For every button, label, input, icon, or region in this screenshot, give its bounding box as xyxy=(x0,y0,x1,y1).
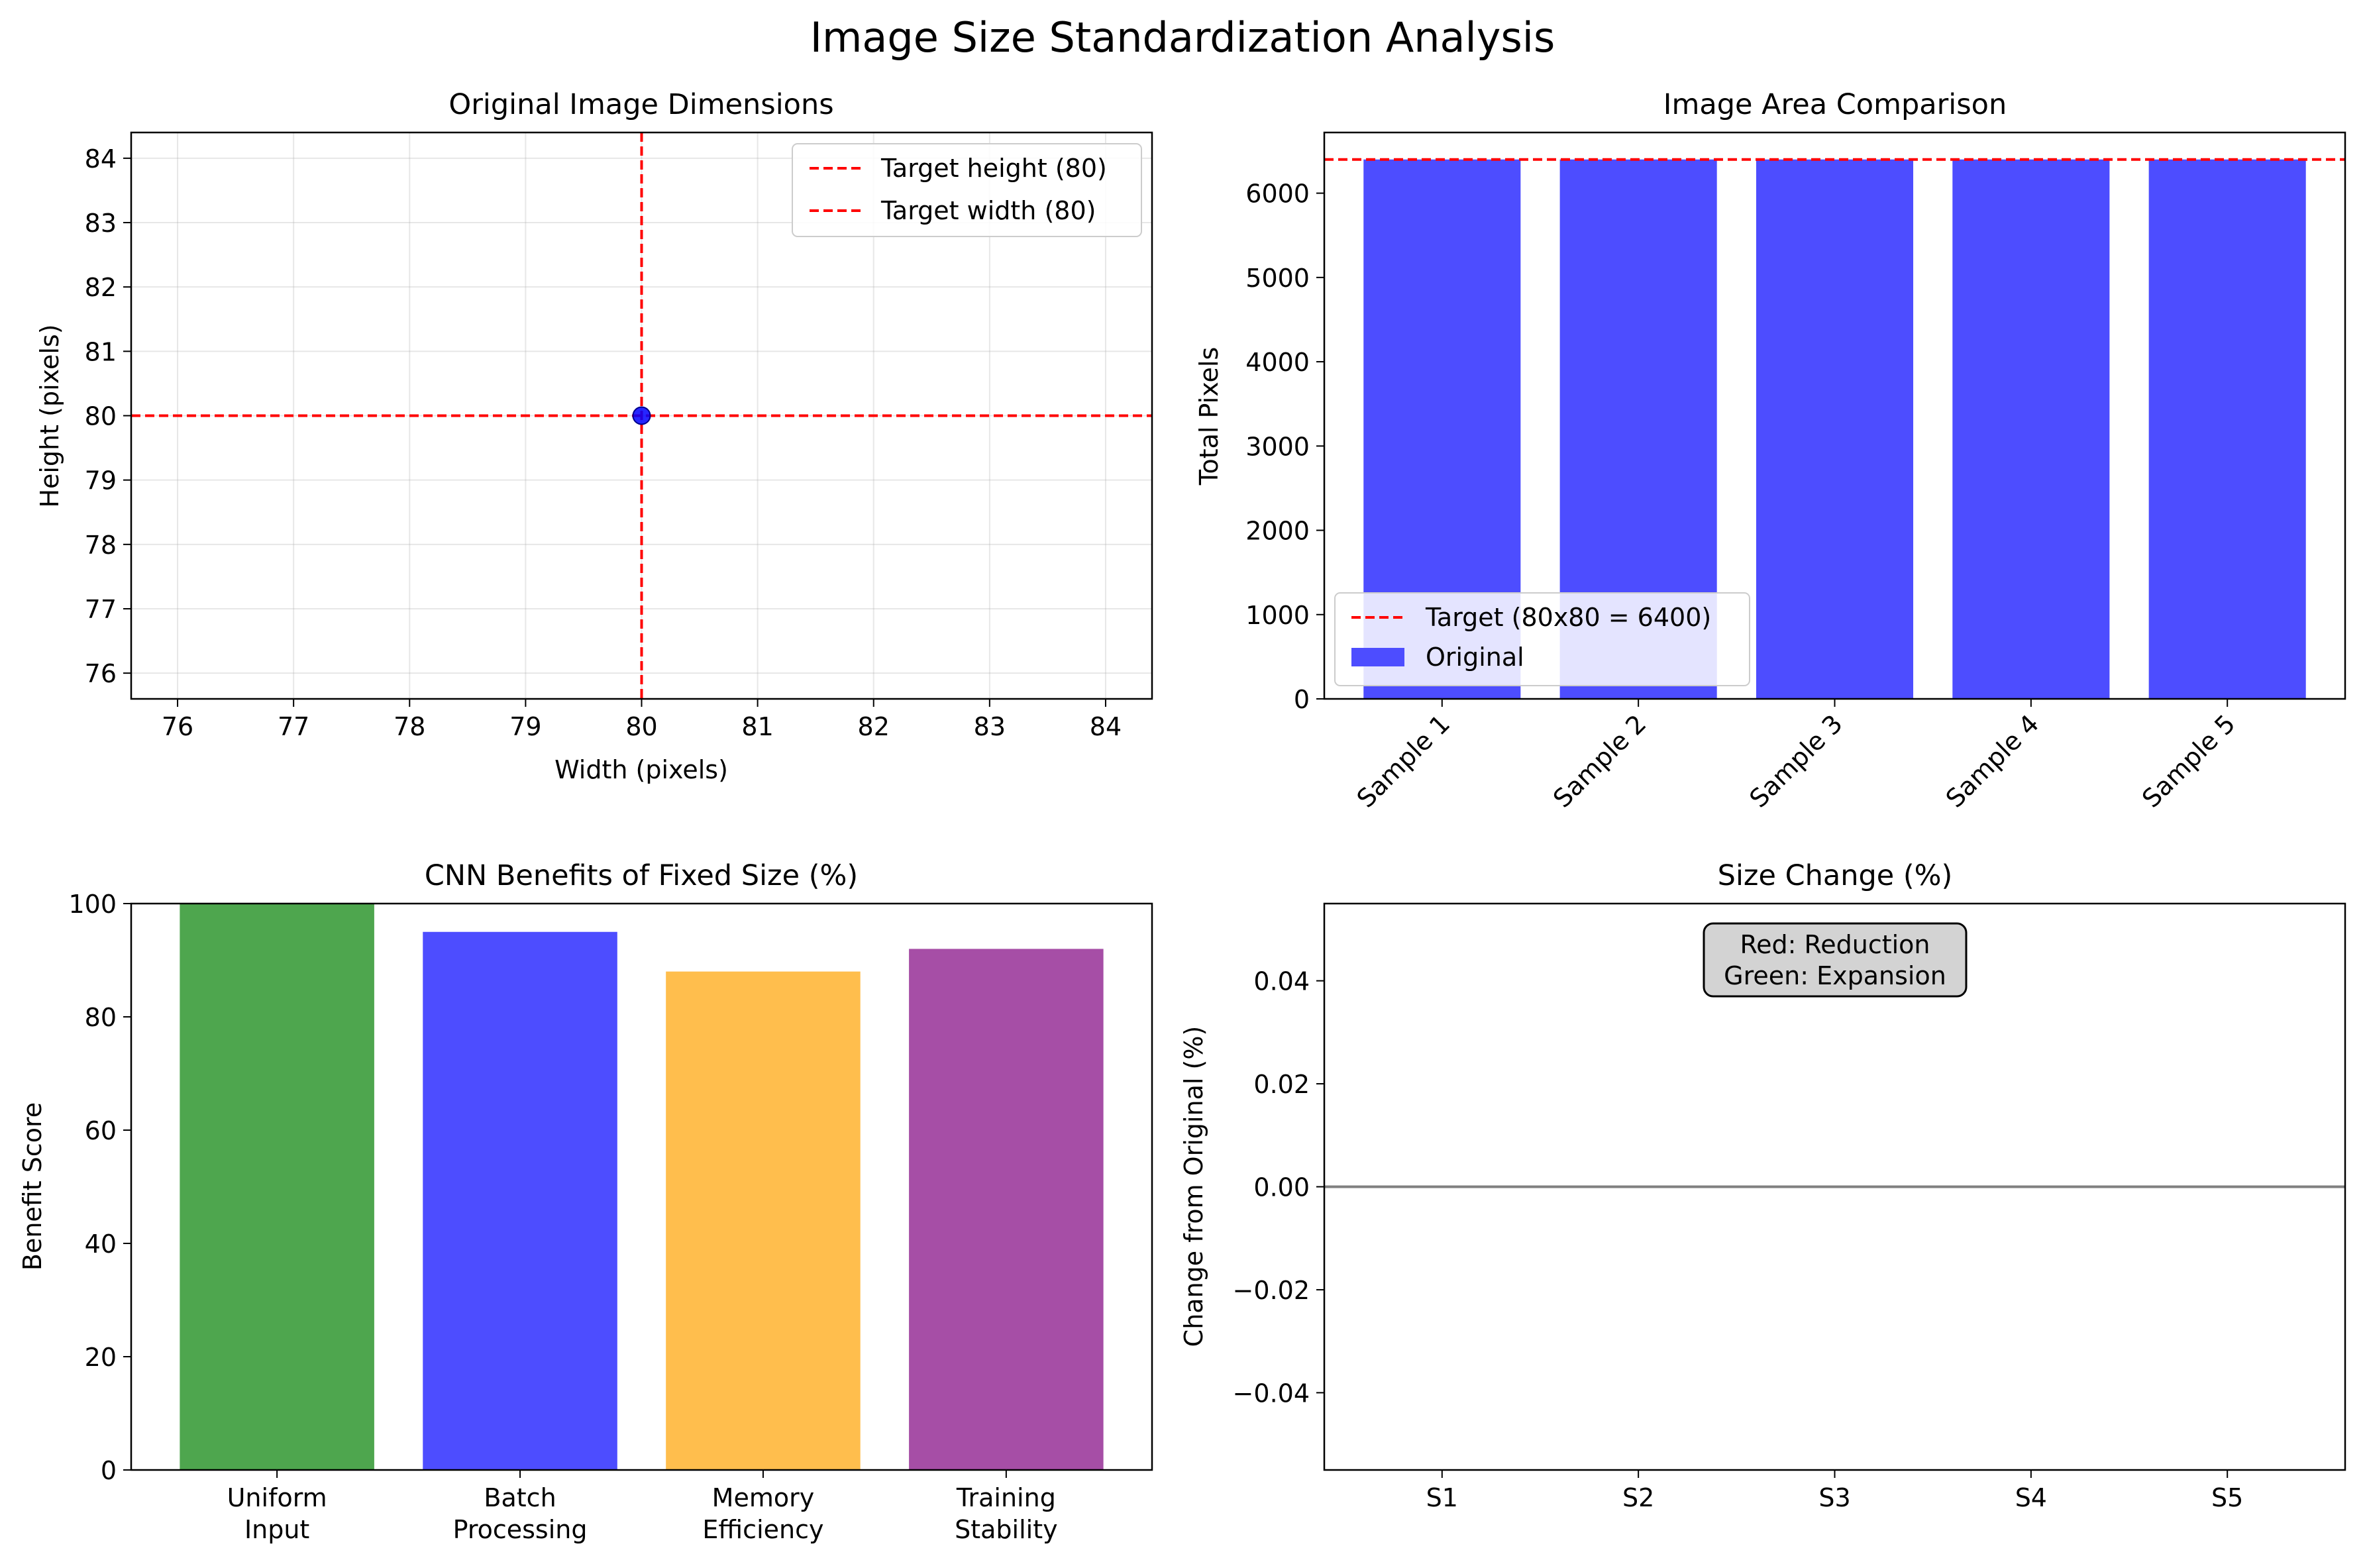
plot1-y-tick-label: 82 xyxy=(85,273,117,302)
plot2-y-ticks: 0 1000 2000 3000 4000 5000 6000 xyxy=(1245,180,1324,714)
plot3-x-tick-label: Batch Processing xyxy=(453,1483,588,1544)
plot4-x-ticks: S1 S2 S3 S4 S5 xyxy=(1426,1470,2243,1512)
plot1-y-tick-label: 80 xyxy=(85,402,117,431)
plot1-x-tick-label: 82 xyxy=(858,712,890,741)
plot4-y-tick-label: 0.00 xyxy=(1253,1173,1310,1202)
plot2-legend-label-original: Original xyxy=(1426,643,1524,672)
plot1-legend: Target height (80) Target width (80) xyxy=(792,143,1142,237)
plot3-y-tick-label: 40 xyxy=(85,1229,117,1259)
plot3-bar xyxy=(423,931,617,1470)
plot1-x-tick-label: 80 xyxy=(625,712,657,741)
plot1-x-tick-label: 84 xyxy=(1090,712,1122,741)
plot3-x-ticks: Uniform Input Batch Processing Memory Efficie… xyxy=(227,1470,1058,1544)
plot3-title: CNN Benefits of Fixed Size (%) xyxy=(425,859,858,892)
plot3-x-tick-label-line: Memory xyxy=(712,1483,815,1512)
plot1-title: Original Image Dimensions xyxy=(448,88,833,121)
plot1-x-tick-label: 83 xyxy=(974,712,1006,741)
plot1-legend-box xyxy=(792,143,1142,237)
plot2-y-tick-label: 1000 xyxy=(1245,601,1310,630)
plot2-legend-box xyxy=(1334,592,1750,686)
plot3-x-tick-label-line: Batch xyxy=(484,1483,556,1512)
plot3-x-tick-label: Uniform Input xyxy=(227,1483,327,1544)
plot4-x-tick-label: S4 xyxy=(2015,1483,2047,1512)
plot4-annotation: Red: Reduction Green: Expansion xyxy=(1703,922,1968,998)
plot3-x-tick-label-line: Processing xyxy=(453,1515,588,1544)
plot4-annotation-line-1: Red: Reduction xyxy=(1740,930,1930,959)
plot3-y-tick-label: 20 xyxy=(85,1343,117,1372)
plot3-x-tick-label-line: Training xyxy=(956,1483,1056,1512)
plot2-bar xyxy=(2148,159,2306,699)
plot1-xlabel: Width (pixels) xyxy=(554,755,728,784)
plot3-y-tick-label: 80 xyxy=(85,1003,117,1032)
plot1-x-tick-label: 76 xyxy=(162,712,193,741)
plot1-x-tick-label: 81 xyxy=(741,712,773,741)
plot2-legend: Target (80x80 = 6400) Original xyxy=(1334,592,1750,686)
plot1-legend-label-width: Target width (80) xyxy=(880,196,1096,225)
plot2-title: Image Area Comparison xyxy=(1663,88,2007,121)
plot1-y-tick-label: 84 xyxy=(85,144,117,174)
plot2-legend-label-target: Target (80x80 = 6400) xyxy=(1425,603,1711,632)
plot1-y-ticks: 76 77 78 79 80 81 82 83 84 xyxy=(85,144,131,688)
plot1-x-tick-label: 78 xyxy=(394,712,425,741)
plot4-ylabel: Change from Original (%) xyxy=(1179,1026,1208,1347)
plot3-bar xyxy=(909,949,1104,1470)
plot1-point xyxy=(632,406,651,425)
plot3-y-tick-label: 60 xyxy=(85,1116,117,1145)
plot3-bar xyxy=(666,971,861,1470)
plot2-legend-swatch-original xyxy=(1351,648,1404,666)
plot3-x-tick-label: Memory Efficiency xyxy=(702,1483,823,1544)
plot3-x-tick-label-line: Stability xyxy=(955,1515,1058,1544)
plot4-y-tick-label: −0.02 xyxy=(1233,1276,1310,1305)
plot3-bars xyxy=(180,904,1104,1470)
plot3-x-tick-label-line: Efficiency xyxy=(702,1515,823,1544)
plot2-y-tick-label: 3000 xyxy=(1245,432,1310,461)
plot3-x-tick-label-line: Input xyxy=(244,1515,309,1544)
plot2-bar xyxy=(1756,159,1914,699)
plot2-bar xyxy=(1952,159,2110,699)
plot3-bar xyxy=(180,904,374,1470)
plot1-y-tick-label: 81 xyxy=(85,337,117,366)
plot4-y-tick-label: 0.04 xyxy=(1253,967,1310,996)
figure-title: Image Size Standardization Analysis xyxy=(810,13,1555,62)
plot2-y-tick-label: 4000 xyxy=(1245,348,1310,377)
plot1-ylabel: Height (pixels) xyxy=(35,324,64,507)
plot3-x-tick-label-line: Uniform xyxy=(227,1483,327,1512)
plot-original-dimensions: Original Image Dimensions Width (pixels)… xyxy=(35,88,1153,784)
plot2-y-tick-label: 6000 xyxy=(1245,180,1310,209)
plot1-y-tick-label: 77 xyxy=(85,595,117,624)
plot4-y-tick-label: 0.02 xyxy=(1253,1070,1310,1099)
plot4-y-tick-label: −0.04 xyxy=(1233,1379,1310,1408)
plot4-x-tick-label: S5 xyxy=(2211,1483,2243,1512)
plot1-x-ticks: 76 77 78 79 80 81 82 83 84 xyxy=(162,699,1122,741)
plot1-x-tick-label: 77 xyxy=(278,712,309,741)
plot1-y-tick-label: 78 xyxy=(85,531,117,560)
plot2-y-tick-label: 0 xyxy=(1294,685,1310,714)
plot3-y-ticks: 0 20 40 60 80 100 xyxy=(68,890,131,1485)
plot1-y-tick-label: 79 xyxy=(85,466,117,496)
plot2-ylabel: Total Pixels xyxy=(1194,347,1224,486)
plot4-x-tick-label: S1 xyxy=(1426,1483,1458,1512)
plot3-y-tick-label: 100 xyxy=(68,890,117,919)
plot2-bars xyxy=(1363,159,2306,699)
plot4-title: Size Change (%) xyxy=(1718,859,1953,892)
plot1-legend-label-height: Target height (80) xyxy=(880,154,1107,183)
plot3-ylabel: Benefit Score xyxy=(18,1102,47,1271)
plot2-y-tick-label: 2000 xyxy=(1245,517,1310,546)
plot4-x-tick-label: S3 xyxy=(1818,1483,1850,1512)
plot4-annotation-box xyxy=(1703,922,1968,998)
plot1-y-tick-label: 76 xyxy=(85,659,117,688)
plot4-y-ticks: −0.04 −0.02 0.00 0.02 0.04 xyxy=(1233,967,1324,1408)
plot4-x-tick-label: S2 xyxy=(1622,1483,1654,1512)
plot-size-change: Size Change (%) Change from Original (%)… xyxy=(1179,859,2346,1512)
plot2-y-tick-label: 5000 xyxy=(1245,264,1310,293)
plot3-frame xyxy=(130,902,1153,1471)
plot1-points xyxy=(632,406,651,425)
plot4-annotation-line-2: Green: Expansion xyxy=(1724,961,1946,990)
plot-cnn-benefits: CNN Benefits of Fixed Size (%) Benefit S… xyxy=(18,859,1153,1544)
plot1-x-tick-label: 79 xyxy=(509,712,541,741)
plot3-x-tick-label: Training Stability xyxy=(955,1483,1058,1544)
plot1-y-tick-label: 83 xyxy=(85,209,117,238)
plot3-y-tick-label: 0 xyxy=(101,1456,117,1485)
